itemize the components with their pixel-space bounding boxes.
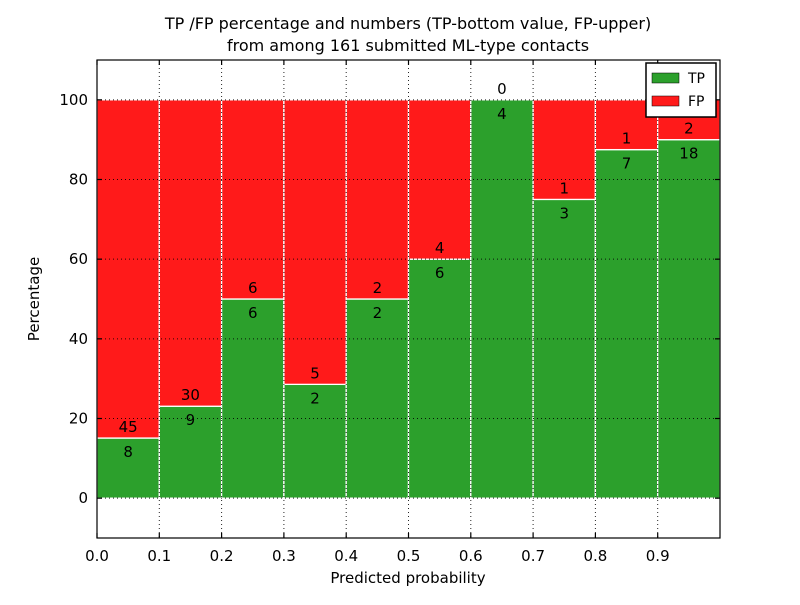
fp-count-label: 1 [622,130,632,148]
fp-count-label: 2 [373,279,383,297]
legend: TP FP [645,62,717,118]
y-tick-label: 20 [69,410,88,428]
tp-count-label: 2 [310,389,320,407]
bar-tp-0.1-0.2 [158,405,223,499]
bar-tp-0.7-0.8 [532,198,597,499]
tp-count-label: 6 [435,264,445,282]
y-tick-label: 40 [69,330,88,348]
x-tick-label: 0.2 [210,547,234,565]
tp-count-label: 2 [373,304,383,322]
tp-count-label: 3 [559,204,569,222]
fp-count-label: 45 [119,418,138,436]
chart-title-line2: from among 161 submitted ML-type contact… [227,36,589,55]
bar-fp-0.2-0.3 [220,99,285,300]
x-axis-label: Predicted probability [330,569,485,587]
tp-count-label: 8 [123,443,133,461]
y-tick-label: 80 [69,171,88,189]
x-tick-label: 0.8 [583,547,607,565]
legend-label-fp: FP [688,94,705,110]
ticks-layer [96,60,720,538]
x-tick-label: 0.1 [147,547,171,565]
x-tick-label: 0.9 [646,547,670,565]
tp-count-label: 4 [497,105,507,123]
bar-tp-0.8-0.9 [594,148,659,499]
x-tick-label: 0.0 [85,547,109,565]
x-tick-label: 0.3 [272,547,296,565]
bar-tp-0.9-1.0 [657,139,721,499]
tp-count-label: 6 [248,304,258,322]
legend-swatch-tp [651,72,680,84]
bar-tp-0.5-0.6 [407,258,472,499]
tp-count-label: 9 [186,411,196,429]
x-tick-label: 0.7 [521,547,545,565]
x-tick-label: 0.5 [397,547,421,565]
x-tick-label: 0.4 [334,547,358,565]
fp-count-label: 1 [559,179,569,197]
x-tick-label: 0.6 [459,547,483,565]
legend-label-tp: TP [687,71,705,87]
legend-box [645,62,717,118]
bar-tp-0.6-0.7 [470,99,534,499]
bar-tp-0.0-0.1 [96,437,160,499]
bar-value-labels-layer: 45 8 30 9 6 6 5 2 2 2 4 6 0 4 1 3 1 7 2 18 [119,80,699,461]
bar-fp-0.1-0.2 [158,99,223,407]
fp-count-label: 5 [310,364,320,382]
bar-fp-0.3-0.4 [283,99,347,386]
fp-count-label: 2 [684,120,694,138]
bar-tp-0.2-0.3 [220,298,285,499]
bar-fp-0.5-0.6 [407,99,472,260]
fp-count-label: 30 [181,386,200,404]
bar-fp-0.7-0.8 [532,99,597,201]
tick-labels-layer: 0.0 0.1 0.2 0.3 0.4 0.5 0.6 0.7 0.8 0.9 0 20 40 60 80 1… [59,91,669,565]
legend-swatch-fp [651,95,680,107]
y-axis-label: Percentage [25,257,43,341]
y-tick-label: 60 [69,250,88,268]
bar-tp-0.4-0.5 [345,298,410,499]
fp-count-label: 0 [497,80,507,98]
bar-fp-0.4-0.5 [345,99,410,300]
y-tick-label: 0 [78,489,88,507]
chart-title-line1: TP /FP percentage and numbers (TP-bottom… [164,14,651,33]
bar-fp-0.0-0.1 [96,99,160,439]
tp-count-label: 18 [679,145,698,163]
y-tick-label: 100 [59,91,88,109]
fp-count-label: 6 [248,279,258,297]
bar-tp-0.3-0.4 [283,383,347,499]
fp-count-label: 4 [435,239,445,257]
tp-count-label: 7 [622,155,632,173]
